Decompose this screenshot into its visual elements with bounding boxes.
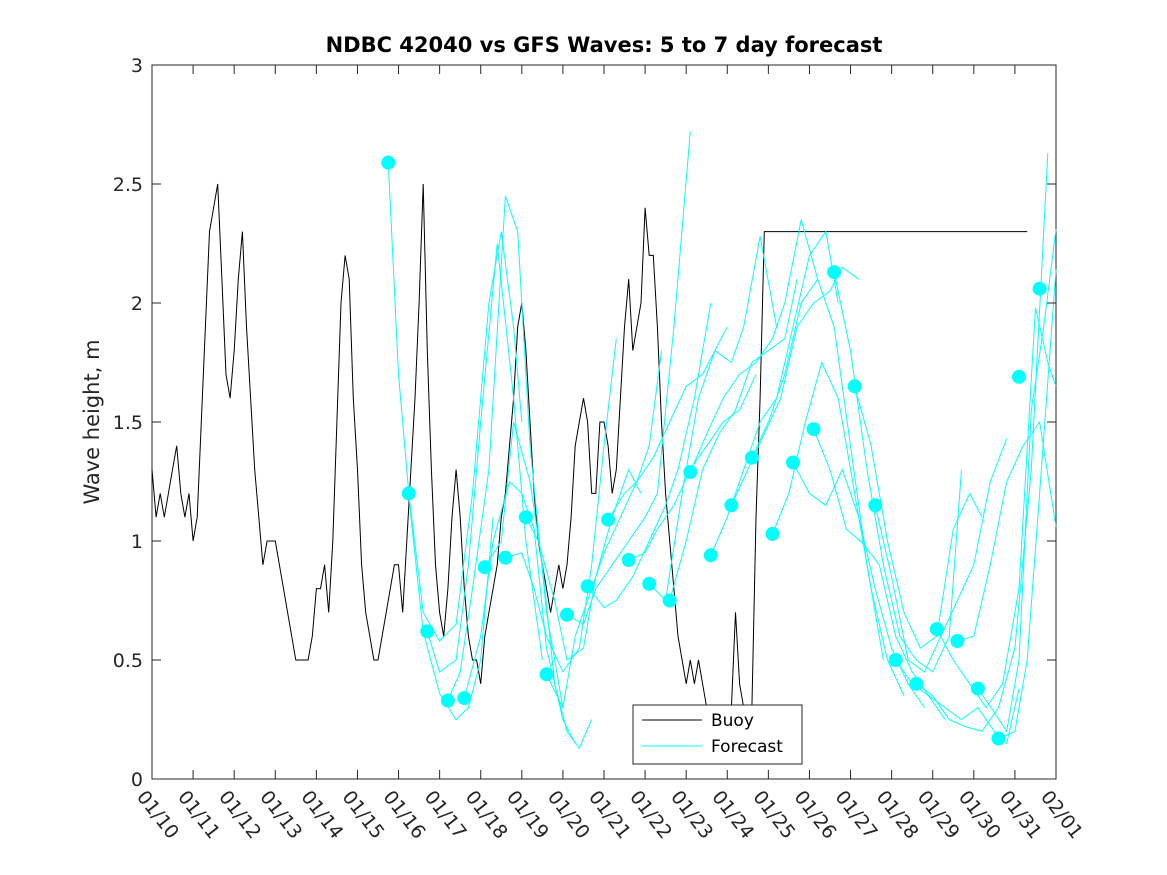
y-axis-label: Wave height, m: [80, 339, 104, 504]
forecast-run-line: [408, 231, 523, 642]
forecast-run-line: [505, 338, 617, 673]
y-tick-label: 2.5: [113, 174, 143, 196]
forecast-run-line: [607, 326, 728, 520]
plot-area: [151, 64, 1057, 780]
y-tick-label: 1: [131, 531, 143, 553]
y-tick-label: 1.5: [113, 412, 143, 434]
forecast-markers: [381, 155, 1047, 746]
forecast-marker: [457, 691, 472, 706]
forecast-marker: [401, 486, 416, 501]
forecast-marker: [601, 512, 616, 527]
forecast-run-line: [936, 307, 1057, 709]
y-tick-label: 2: [131, 293, 143, 315]
forecast-run-line: [587, 302, 712, 609]
legend-forecast-label: Forecast: [711, 737, 783, 757]
forecast-marker: [477, 560, 492, 575]
forecast-marker: [991, 731, 1006, 746]
forecast-marker: [621, 553, 636, 567]
forecast-marker: [703, 548, 718, 563]
legend: Buoy Forecast: [632, 704, 803, 765]
forecast-marker: [518, 510, 533, 525]
forecast-run-line: [669, 279, 798, 601]
forecast-marker: [909, 676, 924, 691]
forecast-run-line: [648, 236, 778, 602]
forecast-run-line: [387, 162, 494, 721]
forecast-marker: [827, 265, 842, 280]
forecast-run-line: [854, 386, 983, 649]
forecast-run-line: [772, 361, 905, 696]
forecast-run-line: [957, 420, 1057, 642]
buoy-series: [151, 183, 1028, 732]
forecast-marker: [847, 379, 862, 394]
forecast-run-line: [998, 269, 1057, 739]
forecast-marker: [580, 579, 595, 594]
forecast-marker: [1012, 369, 1026, 384]
forecast-marker: [642, 576, 657, 591]
forecast-run-line: [546, 350, 662, 710]
forecast-marker: [498, 550, 513, 565]
forecast-marker: [970, 681, 985, 696]
forecast-marker: [662, 593, 677, 608]
forecast-run-line: [525, 468, 642, 661]
forecast-run-line: [751, 278, 884, 661]
forecast-run-line: [977, 229, 1057, 733]
forecast-marker: [539, 667, 554, 682]
forecast-marker: [724, 498, 739, 513]
y-tick-label: 0.5: [113, 650, 143, 672]
y-axis: 0 0.5 1 1.5 2 2.5 3: [113, 55, 1056, 791]
legend-box: [632, 704, 803, 765]
forecast-marker: [381, 155, 396, 170]
forecast-marker: [1032, 281, 1047, 296]
y-tick-label: 3: [131, 55, 143, 77]
forecast-run-line: [813, 428, 946, 720]
legend-buoy-label: Buoy: [711, 711, 754, 731]
forecast-marker: [888, 653, 903, 667]
forecast-run-line: [689, 219, 819, 473]
buoy-line: [151, 183, 1028, 732]
forecast-marker: [950, 634, 965, 648]
forecast-marker: [440, 693, 455, 708]
forecast-run-line: [484, 421, 593, 750]
forecast-marker: [765, 526, 780, 541]
forecast-marker: [560, 607, 574, 622]
chart-title: NDBC 42040 vs GFS Waves: 5 to 7 day fore…: [326, 33, 883, 57]
forecast-marker: [683, 465, 698, 479]
forecast-marker: [806, 422, 821, 437]
forecast-marker: [744, 450, 759, 465]
forecast-marker: [786, 455, 800, 470]
y-tick-label: 0: [131, 769, 143, 791]
forecast-run-line: [566, 131, 691, 626]
forecast-marker: [868, 498, 883, 513]
forecast-run-line: [792, 462, 925, 708]
forecast-marker: [929, 622, 944, 637]
forecast-marker: [420, 624, 435, 639]
